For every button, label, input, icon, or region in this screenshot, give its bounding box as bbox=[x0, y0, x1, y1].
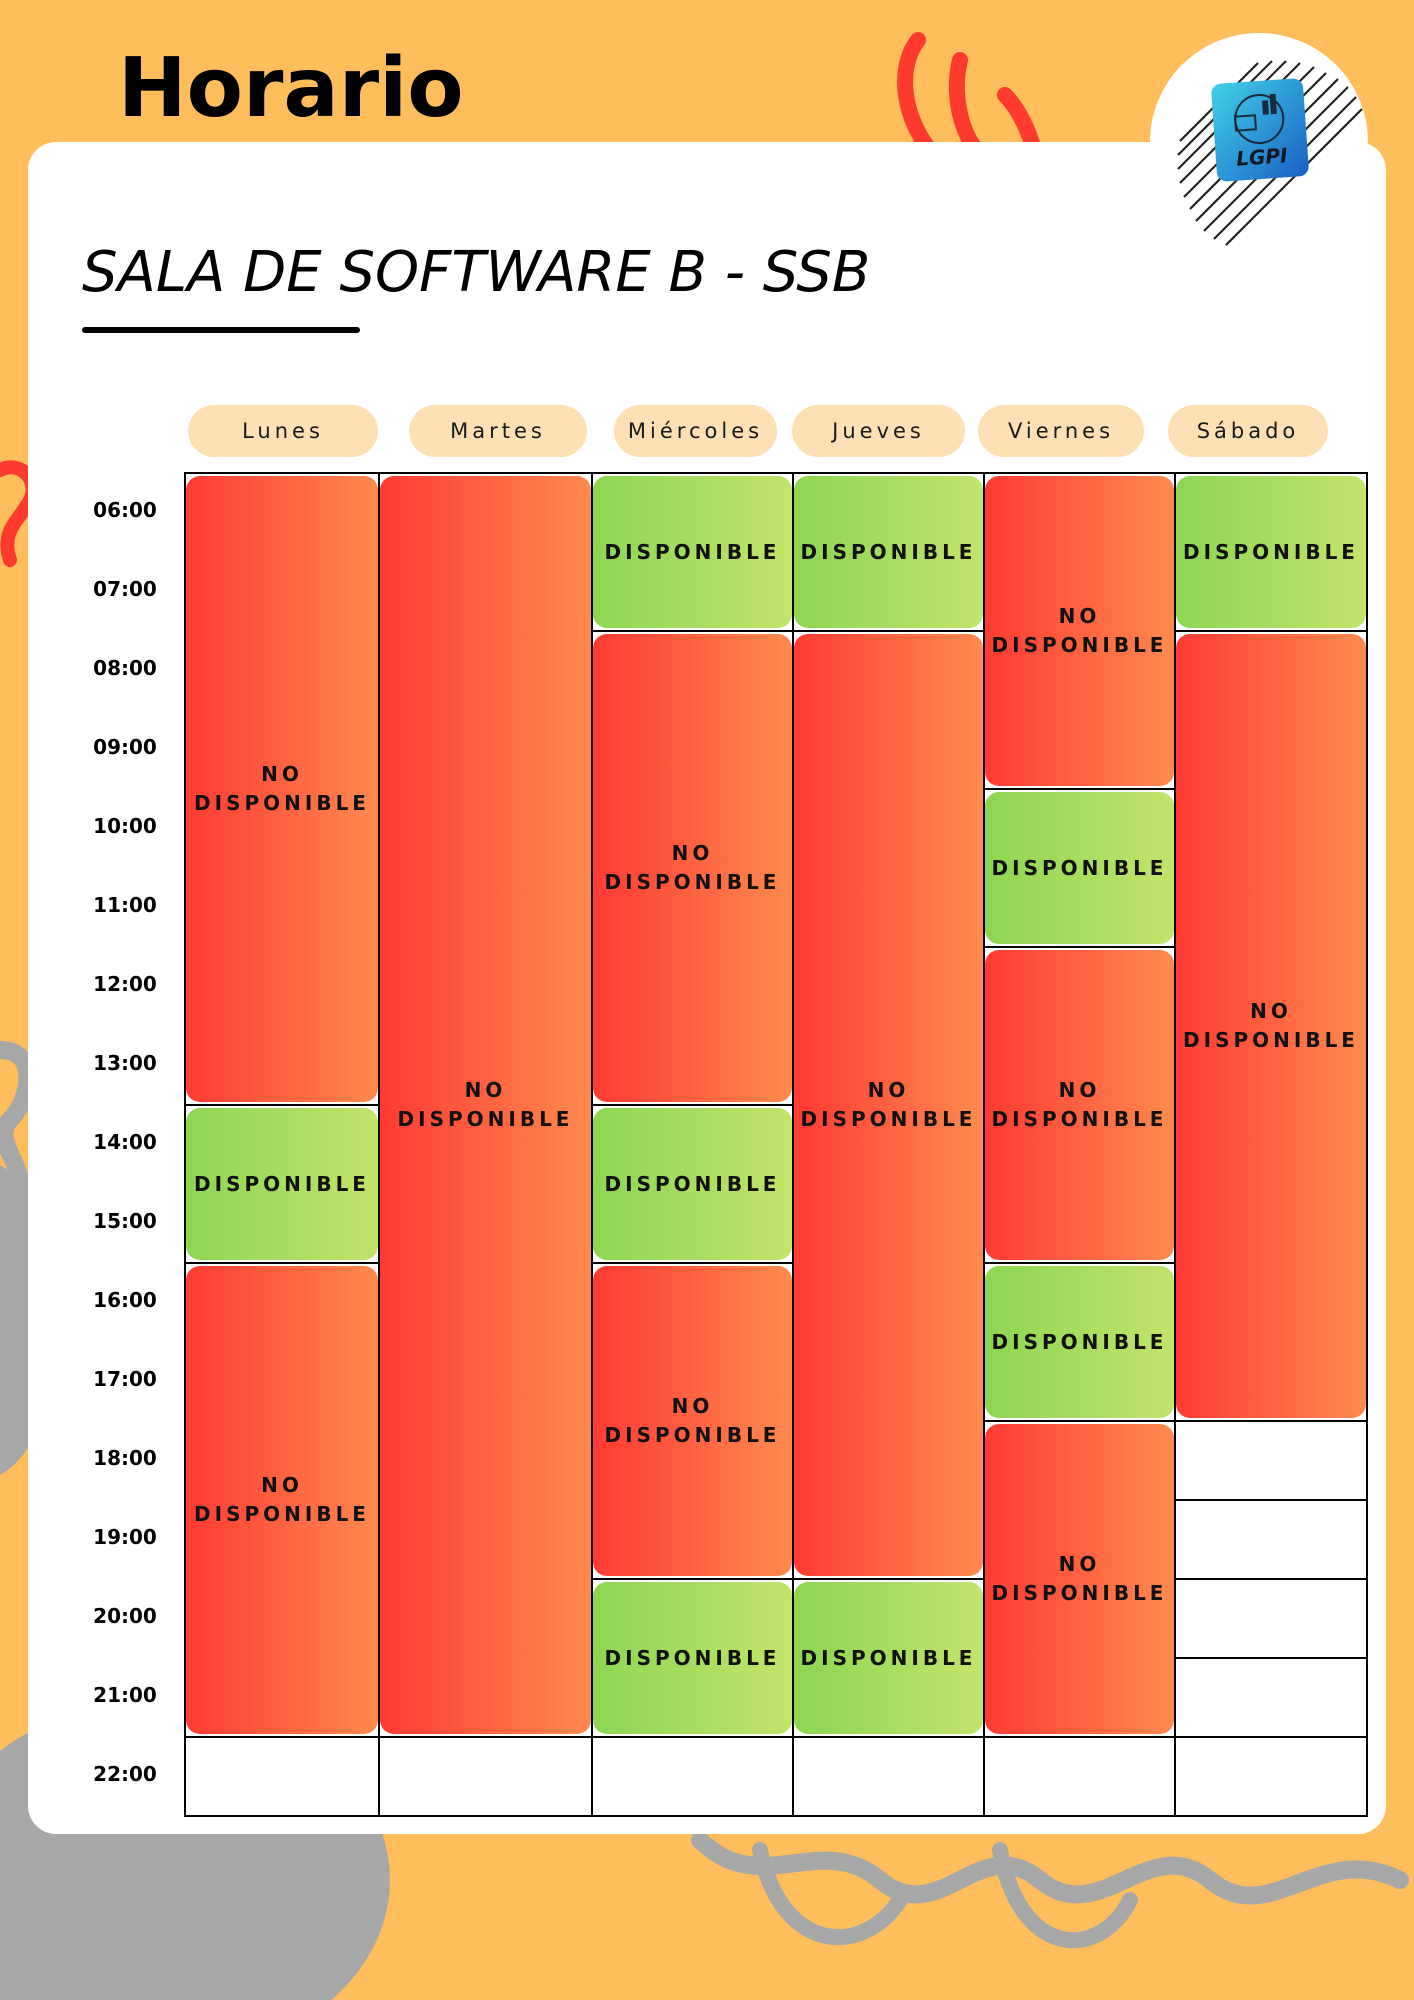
time-label: 15:00 bbox=[93, 1209, 157, 1233]
grid-line bbox=[184, 1104, 1368, 1106]
day-header-1: Martes bbox=[409, 405, 587, 457]
day-header-4: Viernes bbox=[978, 405, 1144, 457]
time-label: 20:00 bbox=[93, 1604, 157, 1628]
time-label: 08:00 bbox=[93, 656, 157, 680]
block-label: DISPONIBLE bbox=[604, 539, 781, 564]
time-label: 14:00 bbox=[93, 1130, 157, 1154]
room-name: SALA DE SOFTWARE B - SSB bbox=[82, 240, 871, 305]
grid-line bbox=[184, 1578, 1368, 1580]
grid-line bbox=[184, 630, 1368, 632]
grid-line bbox=[792, 472, 794, 1817]
schedule-block-available: DISPONIBLE bbox=[186, 1108, 378, 1260]
schedule-block-available: DISPONIBLE bbox=[794, 476, 983, 628]
schedule-block-available: DISPONIBLE bbox=[985, 792, 1174, 944]
block-label: DISPONIBLE bbox=[991, 1329, 1168, 1354]
time-label: 17:00 bbox=[93, 1367, 157, 1391]
block-label: NO DISPONIBLE bbox=[1183, 999, 1359, 1052]
logo-text: LGPI bbox=[1235, 143, 1289, 171]
block-label: DISPONIBLE bbox=[194, 1171, 370, 1196]
schedule-block-unavailable: NO DISPONIBLE bbox=[794, 634, 983, 1576]
schedule-block-unavailable: NO DISPONIBLE bbox=[380, 476, 591, 1734]
block-label: NO DISPONIBLE bbox=[991, 1552, 1168, 1605]
logo: LGPI bbox=[1150, 33, 1368, 251]
time-label: 12:00 bbox=[93, 972, 157, 996]
grid-line bbox=[1174, 472, 1176, 1817]
block-label: NO DISPONIBLE bbox=[991, 1078, 1168, 1131]
title-underline bbox=[82, 327, 360, 333]
time-label: 19:00 bbox=[93, 1525, 157, 1549]
schedule-block-unavailable: NO DISPONIBLE bbox=[186, 1266, 378, 1734]
block-label: DISPONIBLE bbox=[1183, 539, 1359, 564]
block-label: DISPONIBLE bbox=[604, 1645, 781, 1670]
time-label: 21:00 bbox=[93, 1683, 157, 1707]
logo-tile: LGPI bbox=[1210, 77, 1310, 183]
schedule-block-available: DISPONIBLE bbox=[794, 1582, 983, 1734]
time-label: 07:00 bbox=[93, 577, 157, 601]
block-label: DISPONIBLE bbox=[991, 855, 1168, 880]
grid-line bbox=[1366, 472, 1368, 1817]
grid-line bbox=[184, 472, 1368, 474]
day-header-2: Miércoles bbox=[614, 405, 777, 457]
schedule-block-available: DISPONIBLE bbox=[1176, 476, 1366, 628]
time-label: 09:00 bbox=[93, 735, 157, 759]
grid-line bbox=[983, 472, 985, 1817]
block-label: NO DISPONIBLE bbox=[194, 762, 370, 815]
block-label: NO DISPONIBLE bbox=[397, 1078, 574, 1131]
page-title: Horario bbox=[118, 41, 464, 136]
day-header-3: Jueves bbox=[792, 405, 965, 457]
block-label: NO DISPONIBLE bbox=[194, 1473, 370, 1526]
grid-line bbox=[184, 1815, 1368, 1817]
time-label: 22:00 bbox=[93, 1762, 157, 1786]
block-label: DISPONIBLE bbox=[604, 1171, 781, 1196]
time-label: 11:00 bbox=[93, 893, 157, 917]
schedule-block-unavailable: NO DISPONIBLE bbox=[186, 476, 378, 1102]
schedule-block-available: DISPONIBLE bbox=[593, 476, 792, 628]
grid-line bbox=[184, 472, 186, 1817]
time-label: 16:00 bbox=[93, 1288, 157, 1312]
grid-line bbox=[378, 472, 380, 1817]
schedule-block-unavailable: NO DISPONIBLE bbox=[985, 950, 1174, 1260]
grid-line bbox=[591, 472, 593, 1817]
time-label: 18:00 bbox=[93, 1446, 157, 1470]
time-label: 10:00 bbox=[93, 814, 157, 838]
time-label: 06:00 bbox=[93, 498, 157, 522]
schedule-block-unavailable: NO DISPONIBLE bbox=[985, 476, 1174, 786]
day-header-5: Sábado bbox=[1168, 405, 1328, 457]
time-label: 13:00 bbox=[93, 1051, 157, 1075]
schedule-block-available: DISPONIBLE bbox=[593, 1582, 792, 1734]
block-label: NO DISPONIBLE bbox=[991, 604, 1168, 657]
schedule-block-available: DISPONIBLE bbox=[985, 1266, 1174, 1418]
schedule-block-unavailable: NO DISPONIBLE bbox=[1176, 634, 1366, 1418]
block-label: DISPONIBLE bbox=[800, 1645, 977, 1670]
block-label: NO DISPONIBLE bbox=[800, 1078, 977, 1131]
block-label: NO DISPONIBLE bbox=[604, 1394, 781, 1447]
schedule-block-unavailable: NO DISPONIBLE bbox=[593, 634, 792, 1102]
schedule-block-unavailable: NO DISPONIBLE bbox=[593, 1266, 792, 1576]
schedule-block-available: DISPONIBLE bbox=[593, 1108, 792, 1260]
grid-line bbox=[184, 1262, 1368, 1264]
grid-line bbox=[184, 1736, 1368, 1738]
day-header-0: Lunes bbox=[188, 405, 378, 457]
truck-icon bbox=[1233, 93, 1285, 145]
block-label: DISPONIBLE bbox=[800, 539, 977, 564]
schedule-block-unavailable: NO DISPONIBLE bbox=[985, 1424, 1174, 1734]
block-label: NO DISPONIBLE bbox=[604, 841, 781, 894]
